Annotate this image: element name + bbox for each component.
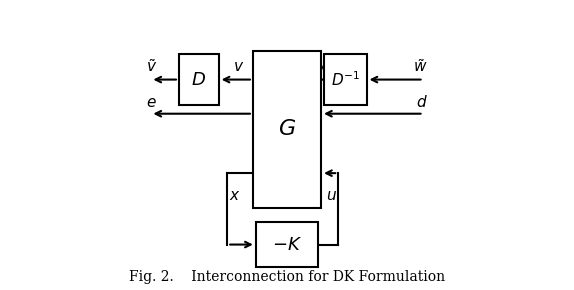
Text: $D^{-1}$: $D^{-1}$ — [331, 70, 360, 89]
Text: $x$: $x$ — [228, 189, 241, 203]
Text: $-K$: $-K$ — [272, 235, 302, 253]
Text: $d$: $d$ — [416, 94, 428, 110]
Text: $D$: $D$ — [191, 70, 206, 88]
Bar — [255, 222, 319, 267]
Bar — [179, 54, 219, 105]
Bar — [253, 51, 321, 208]
Text: $G$: $G$ — [278, 118, 296, 140]
Text: $\tilde{v}$: $\tilde{v}$ — [146, 59, 157, 75]
Text: $w$: $w$ — [312, 60, 327, 74]
Text: Fig. 2.    Interconnection for DK Formulation: Fig. 2. Interconnection for DK Formulati… — [129, 270, 445, 284]
Bar — [324, 54, 367, 105]
Text: $v$: $v$ — [233, 60, 245, 74]
Text: $e$: $e$ — [146, 96, 157, 110]
Text: $\tilde{w}$: $\tilde{w}$ — [413, 59, 428, 75]
Text: $u$: $u$ — [326, 189, 337, 203]
